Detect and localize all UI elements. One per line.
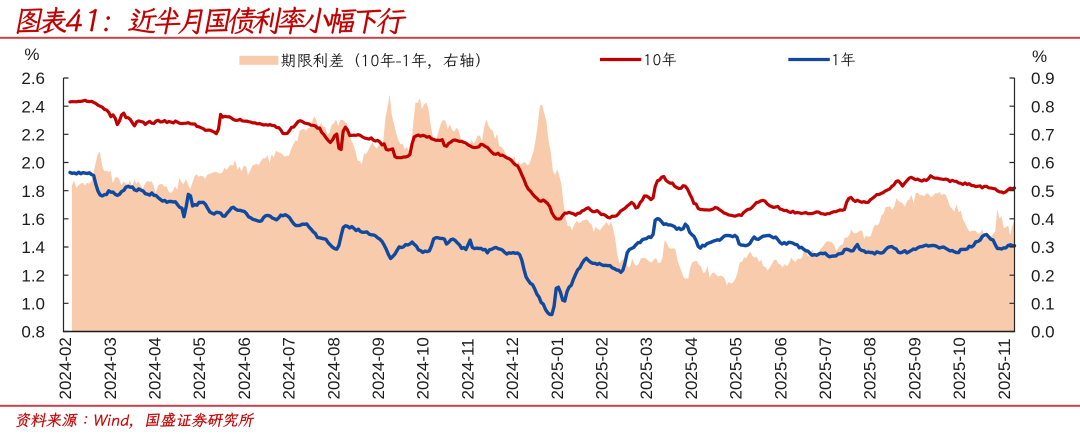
svg-text:0.1: 0.1	[1031, 295, 1055, 314]
svg-text:2024-03: 2024-03	[101, 337, 120, 399]
svg-text:2024-05: 2024-05	[190, 337, 209, 399]
svg-text:0.7: 0.7	[1031, 126, 1055, 145]
svg-text:0.3: 0.3	[1031, 238, 1055, 257]
svg-text:%: %	[1032, 47, 1047, 66]
svg-text:2024-04: 2024-04	[146, 337, 165, 399]
svg-text:2.0: 2.0	[21, 154, 45, 173]
svg-text:2.4: 2.4	[21, 97, 45, 116]
svg-text:%: %	[24, 45, 39, 64]
svg-text:2025-11: 2025-11	[995, 338, 1014, 399]
svg-text:0.2: 0.2	[1031, 266, 1055, 285]
svg-text:0.8: 0.8	[21, 323, 45, 342]
svg-text:2024-07: 2024-07	[280, 337, 299, 399]
svg-text:2025-09: 2025-09	[905, 337, 924, 399]
svg-text:1.6: 1.6	[21, 210, 45, 229]
svg-text:1.8: 1.8	[21, 182, 45, 201]
svg-text:0.6: 0.6	[1031, 154, 1055, 173]
svg-text:2025-02: 2025-02	[593, 337, 612, 399]
svg-text:0.8: 0.8	[1031, 97, 1055, 116]
svg-text:2025-01: 2025-01	[548, 337, 567, 399]
svg-text:2024-12: 2024-12	[503, 337, 522, 399]
svg-text:2025-08: 2025-08	[861, 337, 880, 399]
svg-text:2025-10: 2025-10	[950, 337, 969, 399]
svg-text:0.0: 0.0	[1031, 323, 1055, 342]
svg-text:2024-10: 2024-10	[414, 337, 433, 399]
svg-text:2.6: 2.6	[21, 69, 45, 88]
svg-text:0.5: 0.5	[1031, 182, 1055, 201]
svg-text:2024-02: 2024-02	[56, 337, 75, 399]
svg-text:1.0: 1.0	[21, 295, 45, 314]
svg-text:2025-07: 2025-07	[816, 337, 835, 399]
svg-text:2024-11: 2024-11	[458, 338, 477, 399]
svg-text:1.2: 1.2	[21, 266, 45, 285]
svg-text:2025-03: 2025-03	[637, 337, 656, 399]
svg-text:2024-08: 2024-08	[324, 337, 343, 399]
svg-text:2025-04: 2025-04	[682, 337, 701, 399]
svg-text:2024-09: 2024-09	[369, 337, 388, 399]
svg-text:0.4: 0.4	[1031, 210, 1055, 229]
svg-text:0.9: 0.9	[1031, 69, 1055, 88]
svg-text:1.4: 1.4	[21, 238, 45, 257]
svg-text:2025-06: 2025-06	[771, 337, 790, 399]
svg-text:2024-06: 2024-06	[235, 337, 254, 399]
svg-text:2.2: 2.2	[21, 126, 45, 145]
svg-text:2025-05: 2025-05	[727, 337, 746, 399]
